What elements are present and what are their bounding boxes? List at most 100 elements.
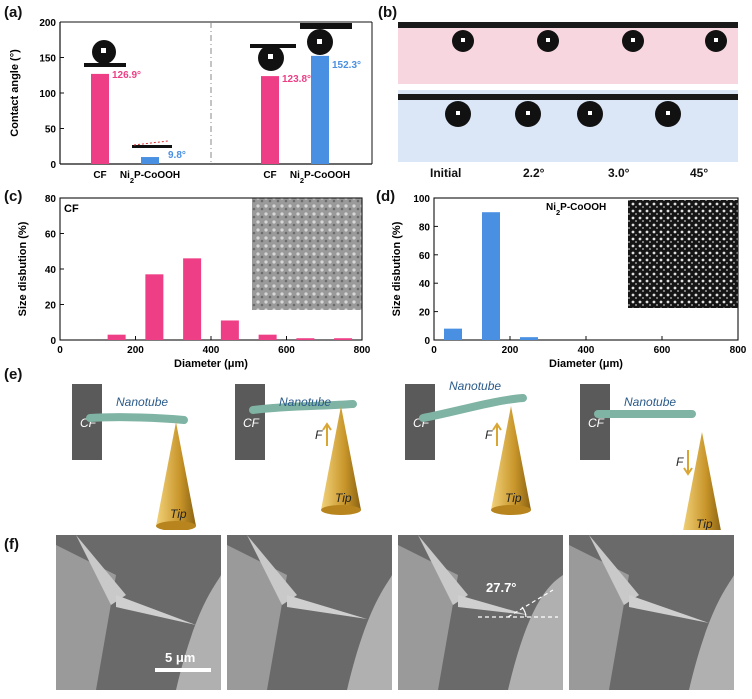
scale-bar <box>155 668 211 672</box>
bar <box>107 334 126 340</box>
panel-label-f: (f) <box>4 536 19 553</box>
afm-tip <box>321 406 361 510</box>
bar-value-label: 9.8° <box>168 150 186 161</box>
bar <box>220 320 239 340</box>
tip-label: Tip <box>696 517 713 530</box>
bar <box>520 337 538 340</box>
cf-label: CF <box>588 416 605 430</box>
panel-label-b: (b) <box>378 4 398 21</box>
y-tick-label: 40 <box>45 265 57 276</box>
tip-base <box>491 505 531 515</box>
cf-block <box>72 384 102 460</box>
nanotube <box>419 394 527 422</box>
cf-label: CF <box>243 416 260 430</box>
tip-base <box>321 505 361 515</box>
x-tick-label: 400 <box>578 345 595 356</box>
y-tick-label: 20 <box>45 301 57 312</box>
y-tick-label: 100 <box>413 194 430 205</box>
y-tick-label: 60 <box>45 230 57 241</box>
y-tick-label: 80 <box>45 194 57 205</box>
x-tick-label: 0 <box>57 345 63 356</box>
force-label: F <box>485 428 493 442</box>
sem-image-3: 27.7° <box>398 535 563 690</box>
bar <box>261 76 279 164</box>
size-distribution-chart-ni2p: 0 20 40 60 80 100 0 200 400 600 800 Diameter (μm) Si… <box>391 194 747 370</box>
sem-image-1 <box>56 535 221 690</box>
x-tick-label: 800 <box>354 345 371 356</box>
tip-label: Tip <box>505 491 522 505</box>
bar <box>258 334 277 340</box>
y-tick-label: 60 <box>419 251 431 262</box>
x-tick-label: 600 <box>654 345 671 356</box>
force-label: F <box>315 428 323 442</box>
force-arrow-head <box>683 467 693 476</box>
panel-label-e: (e) <box>4 366 23 383</box>
bar <box>334 338 353 340</box>
x-tick-label: Ni2P-CoOOH <box>120 170 180 185</box>
bar-value-label: 126.9° <box>112 70 141 81</box>
bar <box>145 274 164 340</box>
nanotube <box>86 413 188 424</box>
panel-label-c: (c) <box>4 188 23 205</box>
x-tick-label: 400 <box>203 345 220 356</box>
optical-image-cf <box>252 198 362 310</box>
tip-label: Tip <box>170 507 187 521</box>
nanotube-label: Nanotube <box>116 395 168 409</box>
tilt-label: 45° <box>690 166 709 180</box>
tilt-labels: Initial 2.2° 3.0° 45° <box>398 166 738 184</box>
y-tick-label: 0 <box>424 336 430 347</box>
afm-tip <box>156 422 196 526</box>
y-tick-label: 50 <box>45 125 57 136</box>
x-axis-label: Diameter (μm) <box>549 358 623 370</box>
y-tick-label: 0 <box>50 336 56 347</box>
contact-angle-chart: 0 50 100 150 200 Contact angle (°) 126.9° CF 9.8… <box>9 18 373 185</box>
droplet-image-ni2p-2 <box>300 23 352 55</box>
tilt-photo-panel <box>398 22 738 162</box>
bar <box>91 73 109 164</box>
chart-annotation: Ni2P-CoOOH <box>546 202 606 217</box>
sem-image-2 <box>227 535 392 690</box>
bar-value-label: 123.8° <box>282 74 311 85</box>
droplet-image-ni2p <box>132 140 172 148</box>
bar <box>482 212 500 340</box>
x-tick-label: 200 <box>127 345 144 356</box>
chart-annotation: CF <box>64 203 79 215</box>
y-tick-label: 80 <box>419 222 431 233</box>
bar <box>311 55 329 164</box>
bar <box>183 258 202 340</box>
bar <box>444 328 462 340</box>
y-tick-label: 200 <box>39 18 56 29</box>
panel-label-a: (a) <box>4 4 23 21</box>
x-tick-label: 800 <box>730 345 747 356</box>
x-tick-label: 0 <box>431 345 437 356</box>
force-label: F <box>676 455 684 469</box>
y-tick-label: 20 <box>419 308 431 319</box>
y-tick-label: 0 <box>50 160 56 171</box>
x-tick-label: CF <box>263 170 276 181</box>
y-axis-label: Size disbution (%) <box>391 221 403 316</box>
x-axis-label: Diameter (μm) <box>174 358 248 370</box>
bar <box>296 338 315 340</box>
cf-block <box>405 384 435 460</box>
x-tick-label: CF <box>93 170 106 181</box>
angle-label: 27.7° <box>486 580 517 595</box>
scale-bar-label: 5 μm <box>165 650 196 665</box>
y-axis-label: Contact angle (°) <box>9 49 21 137</box>
tilt-label: 3.0° <box>608 166 630 180</box>
y-axis-label: Size disbution (%) <box>17 221 29 316</box>
afm-tip <box>683 432 721 530</box>
y-tick-label: 150 <box>39 54 56 65</box>
tilt-photo-row-top <box>398 22 738 84</box>
force-arrow-head <box>322 422 332 431</box>
cf-block <box>580 384 610 460</box>
sem-image-4 <box>569 535 734 690</box>
afm-schematic: CFNanotubeTipCFNanotubeTipFCFNanotubeTip… <box>72 379 721 530</box>
bar-value-label: 152.3° <box>332 60 361 71</box>
nanotube-label: Nanotube <box>279 395 331 409</box>
afm-tip <box>491 406 531 510</box>
optical-image-ni2p <box>628 200 738 308</box>
